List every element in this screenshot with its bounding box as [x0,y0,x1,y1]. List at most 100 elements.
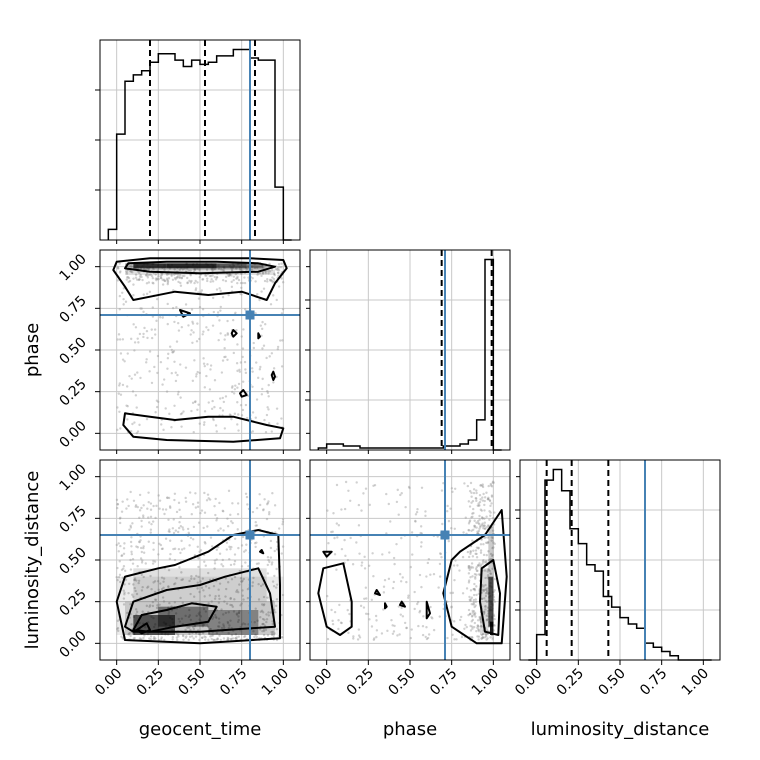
sample-point [440,555,443,559]
sample-point [477,635,481,638]
sample-point [400,536,403,540]
sample-point [468,612,472,616]
sample-point [209,635,212,638]
sample-point [393,562,396,566]
sample-point [331,619,334,623]
sample-point [134,608,138,611]
sample-point [224,279,228,283]
sample-point [217,625,221,628]
sample-point [266,572,270,575]
sample-point [488,498,491,502]
sample-point [227,626,231,630]
sample-point [119,516,122,520]
sample-point [486,618,489,621]
sample-point [477,564,480,567]
sample-point [150,381,154,385]
sample-point [477,638,480,641]
sample-point [202,623,205,627]
sample-point [275,586,278,589]
sample-point [269,611,273,614]
sample-point [181,634,185,637]
sample-point [218,582,222,585]
sample-point [485,491,488,494]
sample-point [475,585,478,588]
sample-point [276,268,279,271]
sample-point [227,611,230,614]
sample-point [211,268,214,271]
sample-point [133,349,136,352]
sample-point [235,362,239,365]
sample-point [489,572,493,576]
sample-point [212,584,216,588]
sample-point [225,587,228,591]
sample-point [167,568,171,572]
sample-point [486,574,490,577]
sample-point [471,636,474,639]
sample-point [176,393,180,396]
sample-point [181,274,184,278]
sample-point [153,580,157,583]
y-tick-label: 1.00 [56,461,89,494]
sample-point [207,638,210,642]
sample-point [219,638,222,642]
sample-point [208,594,212,597]
sample-point [471,512,474,515]
sample-point [178,508,181,512]
sample-point [240,414,244,417]
sample-point [127,582,131,585]
sample-point [280,266,283,269]
sample-point [483,521,487,524]
sample-point [421,633,425,637]
sample-point [382,591,386,594]
sample-point [135,592,139,596]
sample-point [263,618,266,621]
sample-point [270,630,273,634]
sample-point [467,555,471,559]
sample-point [145,417,149,421]
sample-point [178,620,182,623]
sample-point [472,507,475,511]
sample-point [472,593,476,597]
sample-point [182,638,185,641]
sample-point [227,489,231,493]
sample-point [167,272,170,276]
sample-point [229,619,232,622]
sample-point [118,308,121,311]
sample-point [214,497,217,501]
sample-point [261,377,264,381]
sample-point [171,351,175,354]
sample-point [174,529,178,532]
sample-point [365,597,368,600]
sample-point [167,496,171,500]
x-tick-label: 1.00 [259,666,292,699]
sample-point [152,504,155,508]
sample-point [262,623,265,626]
sample-point [251,584,254,588]
sample-point [255,541,258,544]
sample-point [469,552,472,555]
sample-point [475,546,479,549]
sample-point [213,597,217,600]
sample-point [136,337,139,340]
sample-point [373,637,376,640]
sample-point [225,602,229,605]
sample-point [216,638,219,641]
sample-point [212,638,216,642]
sample-point [358,552,361,555]
sample-point [145,272,149,275]
sample-point [172,273,176,276]
sample-point [198,337,201,341]
sample-point [454,559,457,562]
sample-point [481,517,484,520]
sample-point [461,555,465,559]
sample-point [177,501,181,505]
sample-point [389,520,392,523]
sample-point [250,268,253,272]
x-tick-label: 0.50 [595,666,628,699]
sample-point [189,536,193,540]
sample-point [170,348,174,352]
sample-point [131,422,134,426]
sample-point [214,267,217,271]
sample-point [242,577,245,581]
sample-point [221,296,225,299]
